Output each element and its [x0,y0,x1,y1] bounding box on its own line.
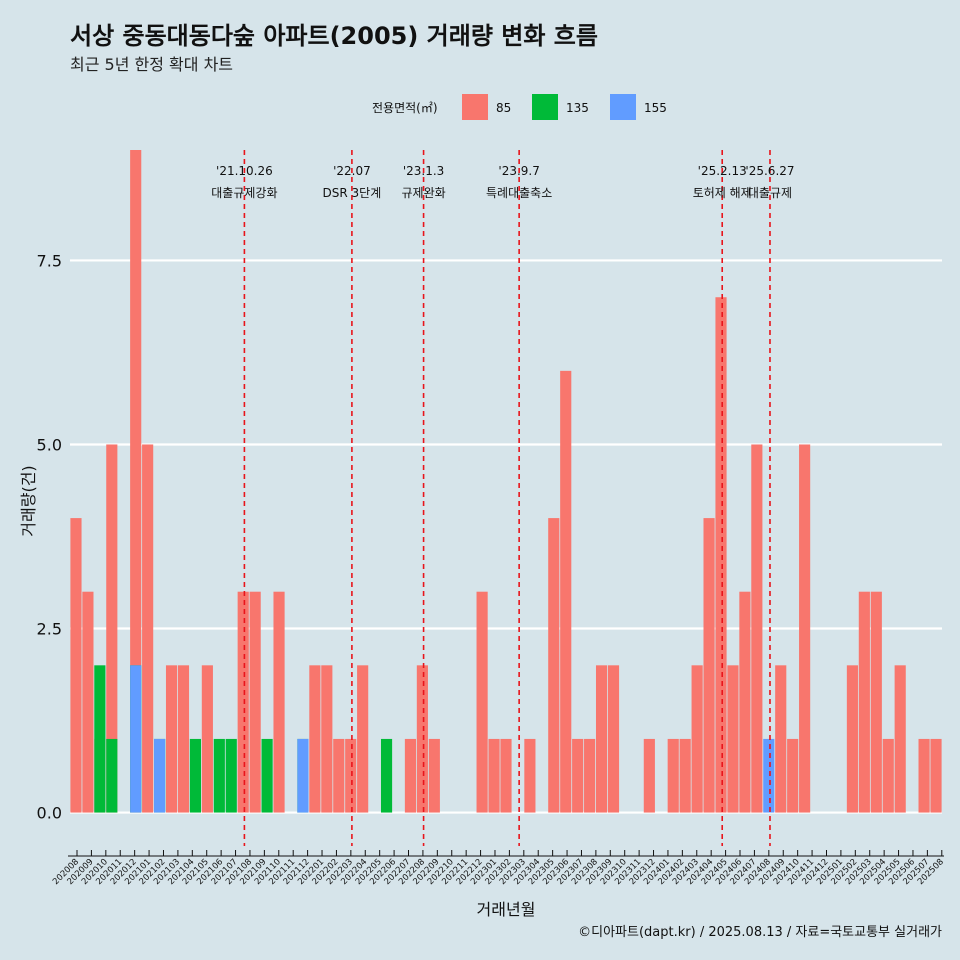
y-tick-label: 5.0 [37,435,62,454]
bar-85-1 [82,591,94,813]
bar-155-19 [297,738,309,813]
bar-85-60 [787,738,799,813]
bar-85-53 [703,518,715,813]
bar-155-7 [154,738,166,813]
legend-swatch-85 [462,94,488,120]
bar-85-34 [476,591,488,813]
bar-85-8 [165,665,178,813]
bar-85-67 [870,591,882,813]
bar-85-24 [357,665,369,813]
legend-title: 전용면적(㎡) [372,101,438,115]
bar-85-43 [584,738,596,813]
bar-85-36 [500,738,512,813]
bar-85-51 [679,738,691,813]
bar-85-0 [70,518,82,813]
bar-85-3 [106,444,118,813]
event-date: '23.1.3 [403,164,444,178]
bar-85-71 [918,738,930,813]
event-label: DSR 3단계 [323,186,382,200]
bar-135-13 [225,738,237,813]
legend-label-155: 155 [644,101,667,115]
bar-85-50 [667,738,679,813]
legend: 85 135 155 [462,94,667,120]
bar-85-23 [345,738,357,813]
bar-85-21 [321,665,333,813]
bar-85-59 [775,665,787,813]
bar-85-45 [607,665,620,813]
bar-135-26 [380,738,393,813]
bar-85-28 [404,738,417,813]
bar-85-40 [548,518,560,813]
bar-85-57 [751,444,763,813]
bar-85-42 [572,738,584,813]
bar-85-68 [882,738,894,813]
chart-caption: ©디아파트(dapt.kr) / 2025.08.13 / 자료=국토교통부 실… [578,925,942,940]
bar-85-48 [643,738,655,813]
bar-135-12 [213,738,225,813]
event-label: 특례대출축소 [486,186,552,200]
bar-85-29 [416,665,428,813]
bar-85-72 [930,738,942,813]
bar-85-44 [595,665,608,813]
chart-title: 서상 중동대동다숲 아파트(2005) 거래량 변화 흐름 [70,22,598,50]
bar-85-56 [739,591,751,813]
bar-85-14 [237,591,249,813]
event-label: 토허제 해제 [693,186,752,200]
bar-85-5 [130,150,142,813]
bar-85-61 [799,444,811,813]
event-date: '25.6.27 [745,164,794,178]
y-axis-label: 거래량(건) [19,465,38,536]
legend-label-85: 85 [496,101,511,115]
bar-85-65 [846,665,858,813]
event-date: '22.07 [333,164,371,178]
bar-135-3 [106,738,118,813]
bar-85-35 [488,738,500,813]
event-label: 규제완화 [401,186,445,200]
chart-subtitle: 최근 5년 한정 확대 차트 [70,55,233,74]
bar-85-17 [273,591,285,813]
bar-85-38 [524,738,536,813]
y-tick-label: 7.5 [37,251,62,270]
bar-85-41 [560,370,572,813]
bars [70,150,942,813]
bar-85-54 [715,297,727,813]
bar-85-15 [249,591,261,813]
bar-85-55 [727,665,739,813]
event-date: '25.2.13 [698,164,747,178]
legend-swatch-155 [610,94,636,120]
bar-155-58 [763,738,775,813]
event-markers: '21.10.26 대출규제강화 '22.07 DSR 3단계 '23.1.3 규제완화 '… [211,150,795,846]
bar-85-20 [309,665,321,813]
event-date: '21.10.26 [216,164,273,178]
bar-85-9 [177,665,190,813]
bar-85-22 [333,738,345,813]
bar-85-6 [142,444,154,813]
bar-85-69 [894,665,906,813]
bar-135-10 [189,738,201,813]
legend-label-135: 135 [566,101,589,115]
gridlines [70,259,942,814]
bar-135-2 [94,665,106,813]
y-tick-label: 0.0 [37,804,62,823]
event-label: 대출규제 [748,186,792,200]
y-tick-label: 2.5 [37,620,62,639]
bar-85-11 [201,665,213,813]
bar-85-30 [428,738,440,813]
bar-135-16 [261,738,273,813]
event-label: 대출규제강화 [211,186,277,200]
legend-swatch-135 [532,94,558,120]
bar-85-52 [691,665,703,813]
bar-85-66 [858,591,870,813]
event-date: '23.9.7 [498,164,539,178]
bar-155-5 [130,665,142,813]
x-axis-label: 거래년월 [477,900,536,919]
